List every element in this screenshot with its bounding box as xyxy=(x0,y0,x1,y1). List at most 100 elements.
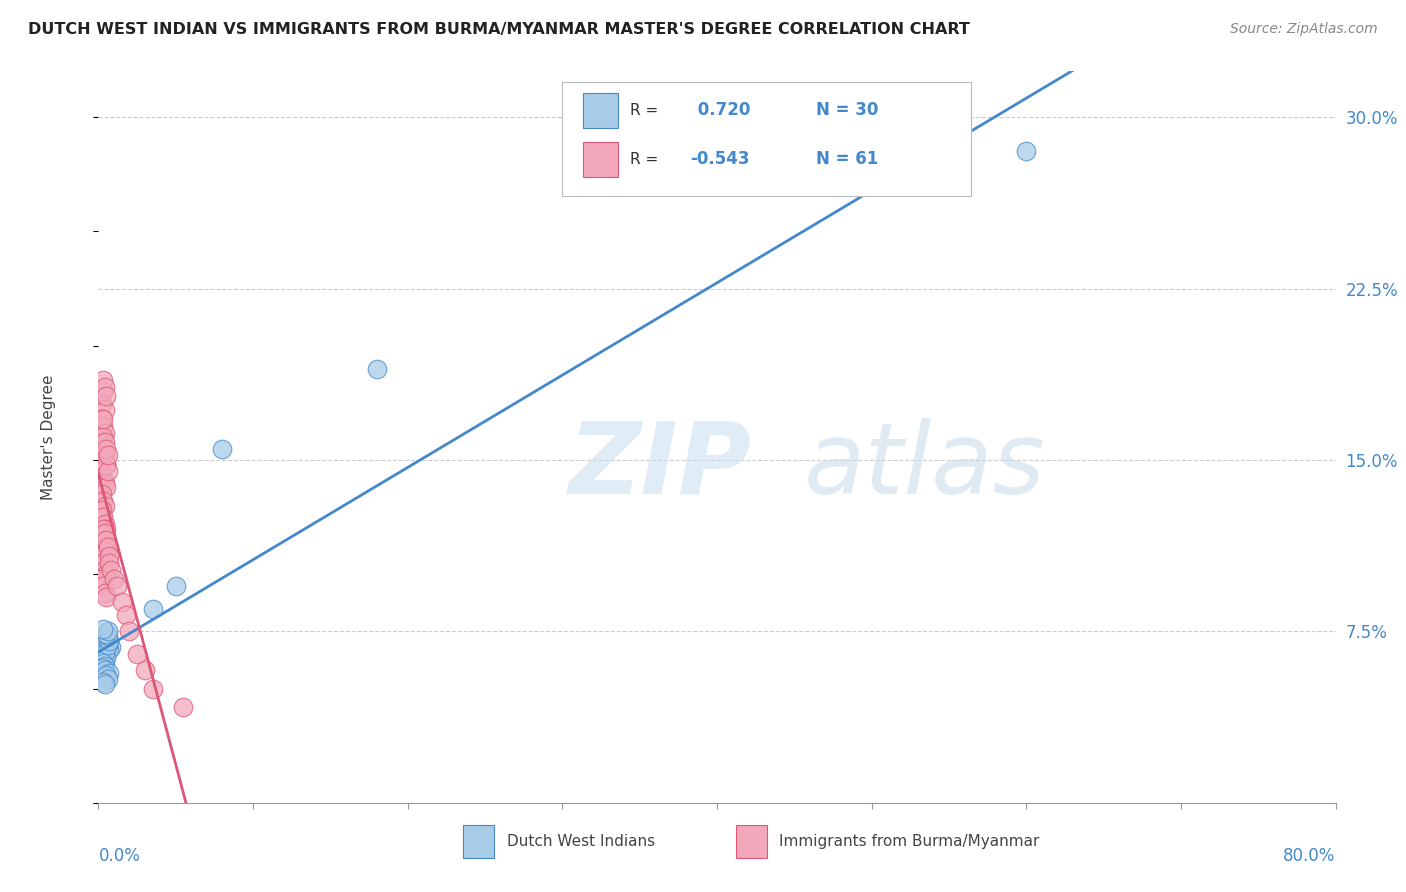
Point xyxy=(90,434,112,449)
Point xyxy=(97,464,120,478)
Point xyxy=(142,681,165,696)
Point xyxy=(96,458,118,472)
Point xyxy=(96,442,118,456)
Point xyxy=(93,526,115,541)
Point xyxy=(98,633,121,648)
Point xyxy=(100,563,122,577)
Point xyxy=(93,670,115,684)
Point xyxy=(93,654,115,668)
Point xyxy=(97,673,120,687)
Point xyxy=(91,412,114,426)
Point xyxy=(91,510,114,524)
Point xyxy=(93,380,115,394)
Point xyxy=(90,412,112,426)
Point xyxy=(93,449,115,463)
Text: 0.720: 0.720 xyxy=(692,101,751,120)
Point xyxy=(96,567,118,582)
Point xyxy=(91,373,114,387)
Point xyxy=(98,665,121,680)
Point xyxy=(93,516,115,531)
Text: N = 30: N = 30 xyxy=(815,101,879,120)
Point xyxy=(96,626,118,640)
Text: Immigrants from Burma/Myanmar: Immigrants from Burma/Myanmar xyxy=(779,834,1039,848)
Point xyxy=(93,499,115,513)
Point xyxy=(96,544,118,558)
FancyBboxPatch shape xyxy=(562,82,970,195)
Point xyxy=(165,579,187,593)
Point xyxy=(93,677,115,691)
Point xyxy=(96,389,118,403)
Bar xyxy=(583,143,619,178)
Bar xyxy=(735,825,766,858)
Bar xyxy=(583,94,619,128)
Point xyxy=(91,533,114,547)
Point xyxy=(96,667,118,681)
Point xyxy=(93,663,115,677)
Point xyxy=(93,540,115,554)
Point xyxy=(90,503,112,517)
Point xyxy=(98,642,121,657)
Point xyxy=(98,556,121,570)
Point xyxy=(93,434,115,449)
Point xyxy=(211,442,233,456)
Point xyxy=(96,647,118,661)
Point xyxy=(97,638,120,652)
Point xyxy=(90,464,112,478)
Point xyxy=(93,563,115,577)
Text: DUTCH WEST INDIAN VS IMMIGRANTS FROM BURMA/MYANMAR MASTER'S DEGREE CORRELATION C: DUTCH WEST INDIAN VS IMMIGRANTS FROM BUR… xyxy=(28,22,970,37)
Point xyxy=(134,663,156,677)
Point xyxy=(97,636,120,650)
Point xyxy=(91,661,114,675)
Point xyxy=(93,453,115,467)
Point xyxy=(96,632,118,646)
Point xyxy=(96,533,118,547)
Text: Dutch West Indians: Dutch West Indians xyxy=(506,834,655,848)
Point xyxy=(90,549,112,563)
Point xyxy=(97,540,120,554)
Point xyxy=(93,645,115,659)
Text: atlas: atlas xyxy=(804,417,1045,515)
Point xyxy=(97,449,120,463)
Point xyxy=(90,572,112,586)
Point xyxy=(96,458,118,472)
Point xyxy=(91,622,114,636)
Point xyxy=(96,590,118,604)
Point xyxy=(91,430,114,444)
Point xyxy=(111,594,134,608)
Point xyxy=(93,402,115,417)
Point xyxy=(90,487,112,501)
Point xyxy=(100,640,122,655)
Text: 0.0%: 0.0% xyxy=(98,847,141,864)
Point xyxy=(173,699,195,714)
Point xyxy=(91,418,114,433)
Point xyxy=(93,658,115,673)
Point xyxy=(103,572,125,586)
Point xyxy=(366,361,388,376)
Text: ZIP: ZIP xyxy=(568,417,752,515)
Point xyxy=(91,442,114,456)
Point xyxy=(91,521,114,535)
Point xyxy=(96,649,118,664)
Text: 80.0%: 80.0% xyxy=(1284,847,1336,864)
Point xyxy=(96,521,118,535)
Point xyxy=(93,585,115,599)
Point xyxy=(1015,145,1038,159)
Point xyxy=(91,674,114,689)
Point xyxy=(97,624,120,639)
Point xyxy=(91,494,114,508)
Point xyxy=(98,549,121,563)
Text: Master's Degree: Master's Degree xyxy=(41,375,56,500)
Point xyxy=(97,629,120,643)
Point xyxy=(127,647,149,661)
Point xyxy=(91,652,114,666)
Point xyxy=(118,624,141,639)
Point xyxy=(115,608,138,623)
Text: N = 61: N = 61 xyxy=(815,150,890,168)
Point xyxy=(93,475,115,490)
Point xyxy=(91,657,114,671)
Point xyxy=(142,601,165,615)
Point xyxy=(91,442,114,456)
Text: -0.543: -0.543 xyxy=(690,150,749,168)
Point xyxy=(96,480,118,494)
Point xyxy=(105,579,128,593)
